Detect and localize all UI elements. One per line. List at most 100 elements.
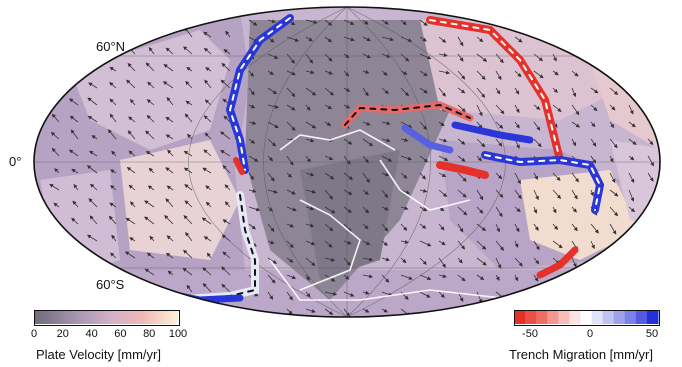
velocity-arrow (144, 216, 155, 225)
velocity-arrow (88, 82, 98, 89)
velocity-arrow (381, 172, 390, 177)
velocity-arrow (476, 36, 484, 43)
velocity-arrow (128, 150, 136, 157)
velocity-arrow (202, 267, 212, 276)
trench-tonga-dash (484, 154, 602, 211)
velocity-arrow (552, 172, 561, 181)
velocity-arrow (381, 240, 388, 246)
velocity-arrow (571, 70, 579, 77)
velocity-arrow (476, 70, 486, 80)
velocity-arrow (438, 274, 447, 278)
velocity-arrow (590, 87, 599, 94)
velocity-arrow (552, 206, 557, 214)
velocity-arrow (400, 87, 410, 97)
velocity-arrow (183, 167, 193, 174)
velocity-arrow (609, 206, 619, 217)
velocity-arrow (184, 113, 193, 123)
velocity-arrow (163, 64, 174, 72)
velocity-arrow (128, 184, 136, 191)
velocity-arrow (108, 215, 117, 225)
velocity-arrow (628, 121, 636, 128)
velocity-arrow (201, 217, 212, 225)
velocity-arrow (419, 291, 431, 298)
trench-colorbar-swatch (624, 310, 637, 324)
velocity-arrow (495, 223, 500, 233)
velocity-arrow (248, 121, 257, 125)
velocity-arrow (286, 308, 293, 315)
velocity-arrow (571, 257, 577, 268)
velocity-arrow (438, 257, 446, 268)
velocity-arrow (647, 138, 654, 146)
velocity-arrow (438, 155, 449, 161)
velocity-arrow (203, 47, 212, 55)
velocity-arrow (86, 234, 98, 242)
velocity-arrow (89, 183, 98, 191)
trench-tick: 0 (586, 328, 594, 340)
velocity-arrow (184, 200, 193, 208)
velocity-arrow (362, 172, 370, 184)
velocity-arrow (495, 87, 501, 95)
velocity-arrow (495, 172, 503, 180)
velocity-arrow (324, 53, 333, 62)
velocity-arrow (110, 185, 117, 191)
velocity-arrow (286, 274, 297, 280)
velocity-arrow (305, 189, 317, 194)
velocity-arrow (305, 53, 314, 64)
velocity-arrow (495, 274, 500, 281)
velocity-arrow (49, 183, 60, 191)
south-atlantic-region (300, 150, 400, 280)
velocity-arrow (457, 138, 466, 145)
velocity-arrow (305, 257, 316, 267)
velocity-arrow (476, 121, 483, 129)
velocity-arrow (381, 274, 390, 283)
velocity-arrow (533, 223, 539, 231)
velocity-arrow (381, 155, 393, 162)
velocity-arrow (87, 115, 98, 123)
velocity-arrow (419, 70, 428, 77)
velocity-arrow (165, 47, 174, 55)
velocity-arrow (400, 223, 408, 231)
velocity-arrow (221, 62, 231, 72)
velocity-arrow (609, 189, 619, 197)
velocity-arrow (495, 138, 503, 147)
velocity-arrow (495, 257, 502, 269)
velocity-arrow (362, 290, 370, 295)
velocity-arrow (514, 189, 522, 200)
velocity-arrow (381, 121, 391, 126)
velocity-arrow (362, 19, 369, 25)
velocity-arrow (362, 70, 370, 74)
velocity-arrow (419, 53, 432, 60)
trench-colorbar-title: Trench Migration [mm/yr] (509, 347, 653, 362)
velocity-arrow (362, 155, 369, 164)
velocity-arrow (419, 274, 432, 280)
velocity-arrow (514, 257, 523, 267)
velocity-arrow (267, 274, 276, 284)
velocity-arrow (87, 97, 98, 106)
velocity-arrow (305, 172, 315, 177)
velocity-arrow (50, 131, 60, 140)
velocity-arrow (267, 155, 274, 162)
velocity-tick: 60 (114, 328, 127, 340)
velocity-arrow (381, 189, 388, 198)
velocity-arrow (305, 104, 311, 111)
velocity-arrow (305, 274, 310, 281)
velocity-arrow (267, 223, 275, 232)
velocity-tick: 100 (168, 328, 188, 340)
velocity-arrow (533, 240, 540, 251)
lat-label-equator: 0° (9, 154, 22, 169)
velocity-arrow (381, 36, 394, 42)
velocity-arrow (248, 138, 255, 144)
velocity-arrow (457, 206, 468, 216)
velocity-arrow (146, 252, 155, 259)
velocity-arrow (609, 155, 614, 163)
velocity-arrow (514, 121, 520, 129)
lat-label-60s: 60°S (96, 277, 125, 292)
velocity-arrow (400, 206, 409, 211)
velocity-arrow (286, 172, 292, 178)
velocity-colorbar-title: Plate Velocity [mm/yr] (36, 347, 161, 362)
velocity-arrow (381, 223, 389, 232)
velocity-arrow (438, 70, 451, 75)
velocity-arrow (305, 138, 315, 143)
velocity-arrow (223, 49, 231, 55)
velocity-arrow (381, 308, 388, 313)
